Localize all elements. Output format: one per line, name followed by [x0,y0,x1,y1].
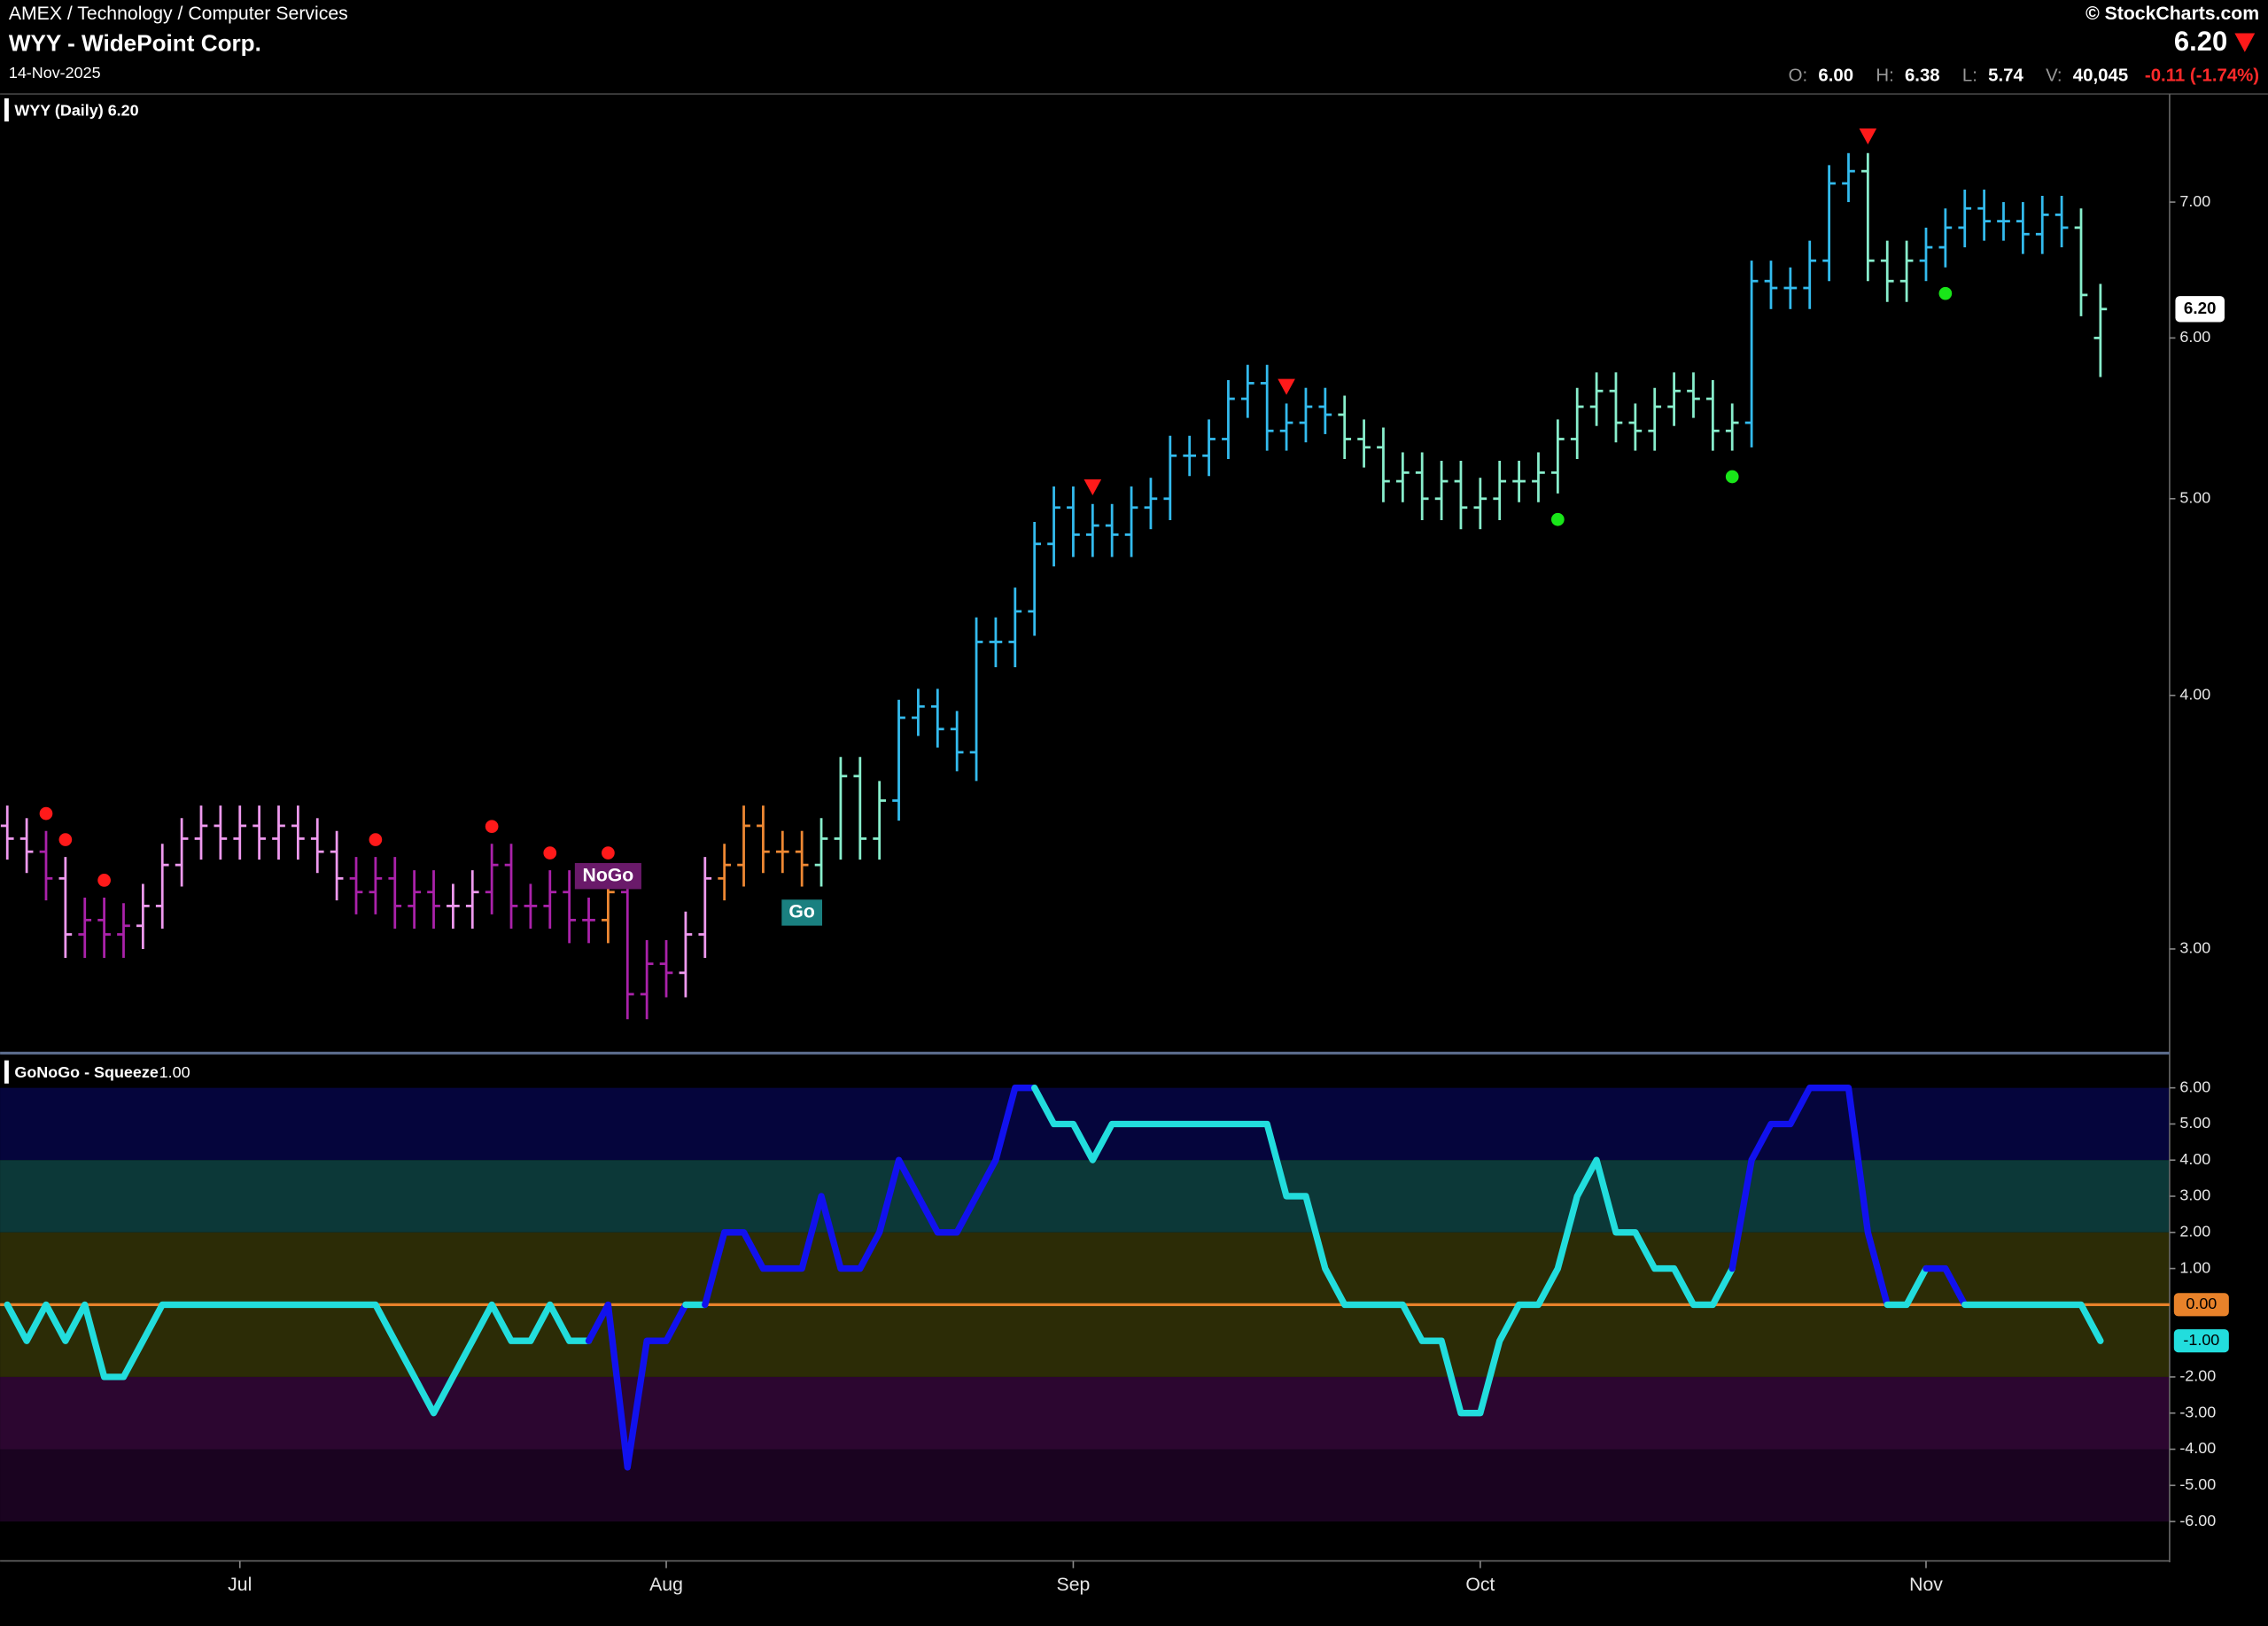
marks: 7.00 6.00 5.00 4.00 3.00 6.00 5.00 4.00 3.00 2.00… [0,128,2229,1595]
y-tick-label: -4.00 [2179,1439,2216,1457]
x-tick-label: Aug [649,1575,683,1595]
symbol-path: AMEX / Technology / Computer Services [9,4,348,24]
signal-triangle [1278,378,1295,395]
annotation-box [574,863,641,890]
quote-label: V: [2046,66,2062,86]
quote-line: O: 6.00 H: 6.38 L: 5.74 V: 40,045 -0.11 … [1789,66,2259,86]
x-tick-label: Jul [228,1575,252,1595]
signal-triangle [1084,479,1102,495]
y-tick-label: 4.00 [2179,686,2210,704]
band [0,1449,2170,1522]
last-price-box [2175,296,2225,323]
signal-triangle [1859,128,1877,144]
y-tick-label: 6.00 [2179,328,2210,346]
chart-date: 14-Nov-2025 [9,64,101,82]
band [0,1160,2170,1233]
signal-dot [1550,512,1565,526]
quote-label: L: [1962,66,1977,86]
last-price-label: 6.20 [2184,299,2217,317]
last-value-box [2173,1329,2229,1353]
signal-dot [39,806,53,821]
y-tick-label: 7.00 [2179,192,2210,210]
brand: © StockCharts.com [2085,4,2259,24]
signal-dot [1725,470,1739,484]
symbol-title: WYY - WidePoint Corp. [9,30,261,57]
y-tick-label: -6.00 [2179,1512,2216,1529]
squeeze-legend: GoNoGo - Squeeze [14,1063,158,1081]
quote-value: 6.38 [1905,66,1940,86]
squeeze-line [4,1301,593,1417]
y-tick-label: -3.00 [2179,1403,2216,1420]
squeeze-line [1728,1085,1891,1309]
squeeze-legend-value: 1.00 [159,1063,190,1081]
annotation-label: Go [788,902,815,922]
signal-dot [58,833,73,846]
signal-dot [602,846,615,860]
zero-label: 0.00 [2186,1295,2217,1312]
price-legend: WYY (Daily) 6.20 [14,101,138,119]
quote-label: O: [1789,66,1808,86]
y-tick-label: 1.00 [2179,1258,2210,1276]
squeeze-line [1922,1264,1969,1309]
signal-dot [543,846,557,860]
squeeze-line [702,1085,1038,1309]
last-value-label: -1.00 [2183,1331,2219,1349]
legend-swatch [4,1060,9,1084]
y-tick-label: 3.00 [2179,1186,2210,1204]
quote-value: 6.00 [1818,66,1853,86]
squeeze-line [1961,1301,2104,1344]
y-tick-label: 4.00 [2179,1150,2210,1168]
quote-label: H: [1876,66,1893,86]
y-tick-label: 3.00 [2179,939,2210,957]
y-tick-label: -5.00 [2179,1475,2216,1493]
last-price: 6.20 [2174,26,2227,57]
y-tick-label: -2.00 [2179,1367,2216,1385]
signal-dot [97,874,111,887]
band [0,1376,2170,1450]
signal-dot [485,820,499,834]
x-tick-label: Nov [1909,1575,1943,1595]
x-tick-label: Sep [1057,1575,1091,1595]
x-tick-label: Oct [1465,1575,1495,1595]
quote-value: 40,045 [2073,66,2128,86]
squeeze-line [1031,1085,1736,1417]
legend-swatch [4,98,9,122]
signal-dot [1938,286,1953,300]
squeeze-line [1884,1264,1930,1309]
squeeze-line [585,1301,689,1471]
zero-label-box [2173,1293,2229,1317]
y-tick-label: 5.00 [2179,489,2210,507]
annotation-label: NoGo [583,865,634,885]
signal-dot [369,833,383,846]
annotation-box [781,899,823,926]
y-tick-label: 6.00 [2179,1078,2210,1095]
quote-value: 5.74 [1988,66,2023,86]
y-tick-label: 2.00 [2179,1223,2210,1241]
squeeze-bands [0,1087,2170,1522]
y-tick-label: 5.00 [2179,1114,2210,1132]
quote-change: -0.11 (-1.74%) [2145,66,2259,86]
down-arrow [2234,33,2256,52]
